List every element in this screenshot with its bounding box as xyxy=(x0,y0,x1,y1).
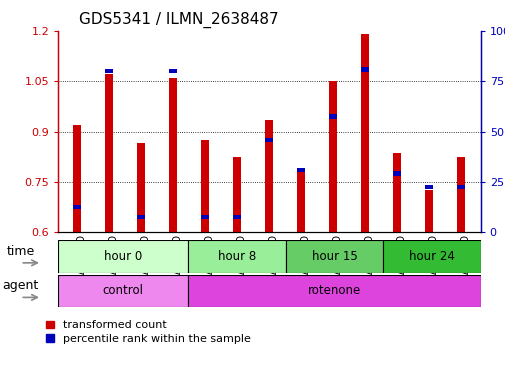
Bar xyxy=(457,157,465,232)
Bar xyxy=(329,81,337,232)
Bar xyxy=(169,69,177,73)
Text: rotenone: rotenone xyxy=(307,285,361,297)
Text: hour 15: hour 15 xyxy=(311,250,357,263)
Bar xyxy=(105,74,113,232)
Legend: transformed count, percentile rank within the sample: transformed count, percentile rank withi… xyxy=(46,320,250,344)
Bar xyxy=(105,69,113,73)
Bar xyxy=(73,205,81,209)
Bar xyxy=(137,215,145,219)
Bar xyxy=(329,114,337,119)
Bar xyxy=(265,138,273,142)
Bar xyxy=(297,168,305,172)
Bar xyxy=(457,185,465,189)
Bar xyxy=(393,153,400,232)
Bar xyxy=(201,215,209,219)
Bar xyxy=(297,170,305,232)
Bar xyxy=(265,120,273,232)
Bar xyxy=(137,143,145,232)
Bar xyxy=(233,157,241,232)
Text: hour 0: hour 0 xyxy=(104,250,142,263)
Bar xyxy=(425,190,433,232)
Bar xyxy=(169,78,177,232)
Text: control: control xyxy=(103,285,143,297)
Bar xyxy=(58,275,188,307)
Text: time: time xyxy=(6,245,34,258)
Bar xyxy=(361,67,369,71)
Text: GDS5341 / ILMN_2638487: GDS5341 / ILMN_2638487 xyxy=(79,12,278,28)
Bar xyxy=(425,185,433,189)
Bar xyxy=(201,140,209,232)
Bar xyxy=(361,34,369,232)
Bar xyxy=(188,240,285,273)
Bar xyxy=(73,125,81,232)
Text: agent: agent xyxy=(2,280,38,293)
Bar xyxy=(285,240,382,273)
Bar xyxy=(393,171,400,176)
Bar xyxy=(233,215,241,219)
Text: hour 8: hour 8 xyxy=(217,250,256,263)
Text: hour 24: hour 24 xyxy=(408,250,454,263)
Bar xyxy=(58,240,188,273)
Bar xyxy=(188,275,480,307)
Bar xyxy=(382,240,480,273)
